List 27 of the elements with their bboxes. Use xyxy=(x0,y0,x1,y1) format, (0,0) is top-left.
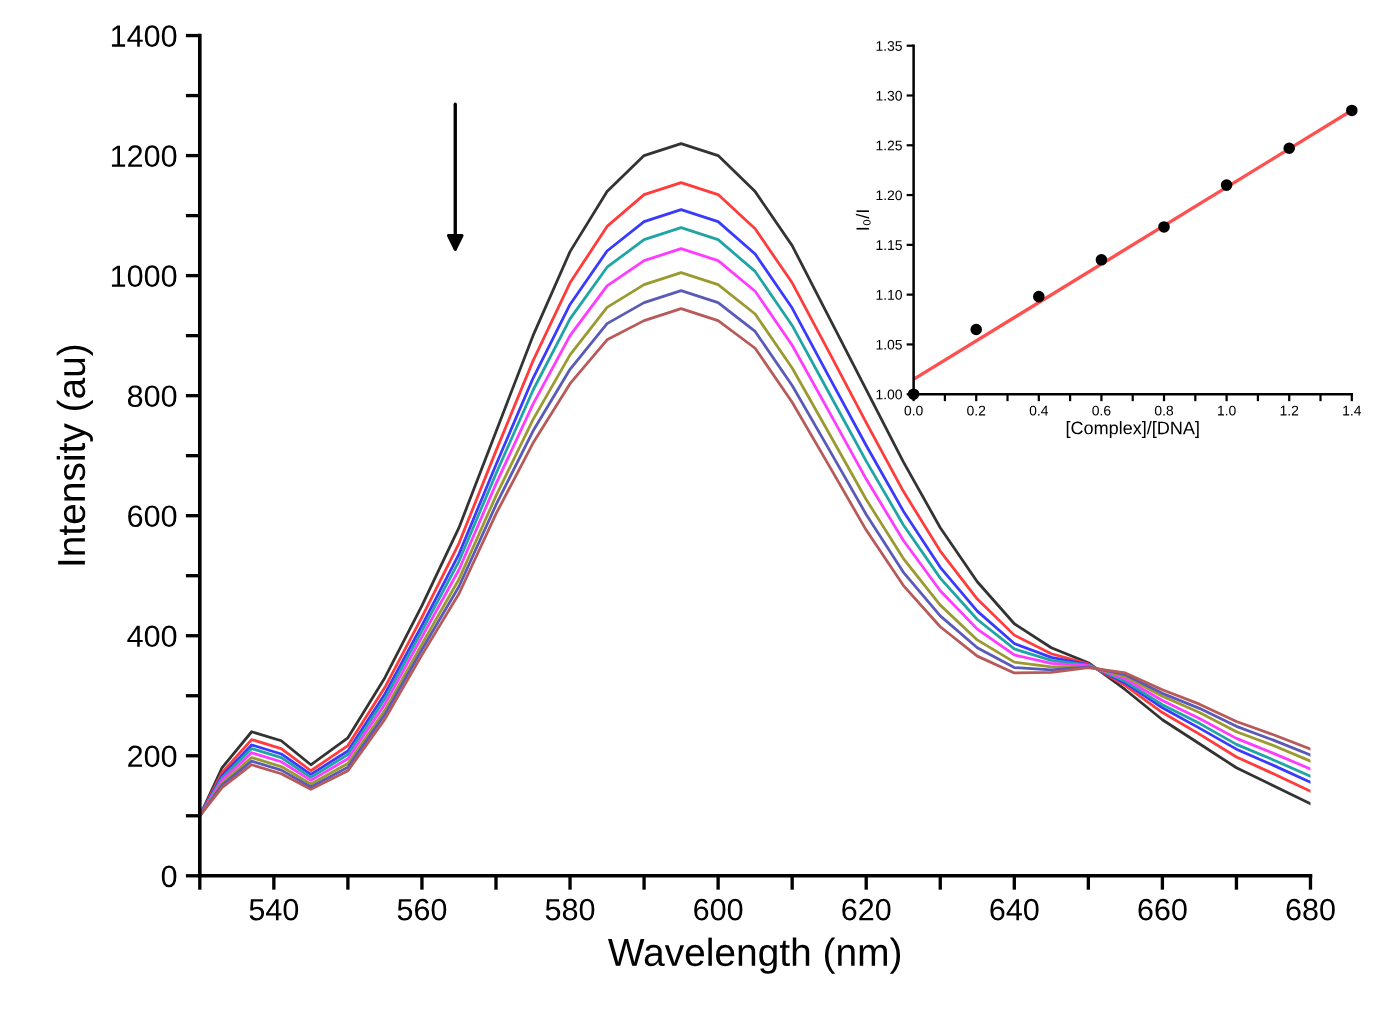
y-axis-title: I₀/I xyxy=(855,210,871,230)
point xyxy=(1158,221,1170,233)
x-tick-label: 660 xyxy=(1138,898,1187,921)
x-tick-label: 640 xyxy=(990,898,1039,921)
point xyxy=(1033,290,1045,303)
x-tick-label: 620 xyxy=(842,898,891,921)
y-tick-label: 200 xyxy=(128,745,177,768)
point xyxy=(1283,142,1295,155)
x-axis-title: [Complex]/[DNA] xyxy=(1066,421,1199,438)
point xyxy=(970,323,982,336)
point xyxy=(1095,254,1108,266)
y-tick-label: 1000 xyxy=(111,265,177,287)
x-axis-title: Wavelength (nm) xyxy=(608,937,901,974)
y-axis-title: Intensity (au) xyxy=(56,345,93,565)
x-tick-label: 580 xyxy=(545,898,595,921)
x-tick-label: 540 xyxy=(249,898,299,921)
y-tick-label: 800 xyxy=(127,385,177,408)
y-tick-label: 600 xyxy=(128,505,177,528)
y-tick-label: 400 xyxy=(127,625,177,648)
x-tick-label: 680 xyxy=(1286,898,1335,921)
y-tick-label: 1400 xyxy=(111,25,177,47)
x-tick-label: 560 xyxy=(397,898,447,921)
x-tick-label: 600 xyxy=(694,898,743,921)
y-tick-label: 0 xyxy=(161,865,177,888)
point xyxy=(1346,104,1358,117)
y-tick-label: 1200 xyxy=(111,145,177,167)
point xyxy=(1220,179,1233,191)
